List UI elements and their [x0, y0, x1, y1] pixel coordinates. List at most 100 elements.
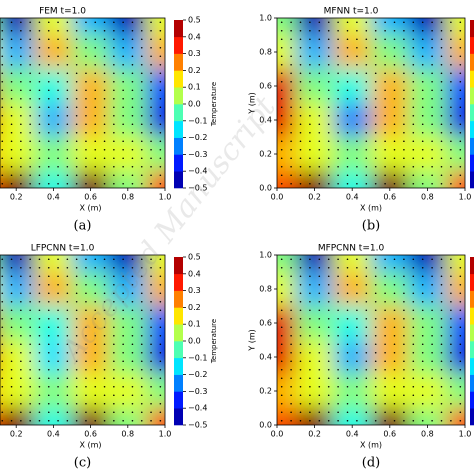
quiver-dot	[85, 360, 87, 363]
field-cell	[371, 18, 409, 35]
field-cell	[446, 103, 465, 137]
quiver-dot	[309, 411, 311, 414]
quiver-dot	[94, 63, 97, 66]
quiver-dot	[103, 131, 106, 134]
quiver-dot	[290, 55, 292, 58]
quiver-dot	[159, 394, 162, 397]
quiver-dot	[459, 38, 462, 41]
quiver-dot	[47, 182, 50, 185]
quiver-dot	[450, 300, 452, 303]
quiver-dot	[280, 385, 283, 388]
quiver-dot	[122, 38, 124, 41]
quiver-dot	[450, 80, 452, 83]
quiver-dot	[10, 283, 13, 286]
quiver-dot	[159, 317, 162, 320]
quiver-dot	[299, 266, 302, 269]
quiver-dot	[299, 165, 302, 168]
quiver-dot	[75, 326, 78, 329]
x-tick-label: 0.6	[383, 430, 396, 439]
colorbar-band	[174, 70, 183, 88]
x-tick-label: 0.8	[421, 193, 434, 202]
quiver-dot	[122, 266, 124, 269]
quiver-dot	[103, 140, 106, 143]
x-tick-label: 0.0	[271, 430, 284, 439]
quiver-dot	[290, 114, 292, 117]
quiver-dot	[1, 266, 4, 269]
quiver-dot	[85, 174, 87, 177]
quiver-dot	[337, 123, 339, 126]
quiver-dot	[150, 148, 152, 151]
quiver-dot	[57, 80, 59, 83]
quiver-dot	[421, 29, 424, 32]
quiver-dot	[159, 174, 162, 177]
panel-title: FEM t=1.0	[39, 7, 86, 17]
quiver-dot	[365, 38, 368, 41]
quiver-dot	[150, 140, 152, 143]
quiver-dot	[299, 38, 302, 41]
quiver-dot	[403, 275, 405, 278]
quiver-dot	[421, 266, 424, 269]
quiver-dot	[57, 106, 59, 109]
quiver-dot	[393, 80, 396, 83]
field-cell	[277, 137, 296, 171]
quiver-dot	[140, 97, 143, 100]
x-tick-label: 1.0	[459, 193, 472, 202]
quiver-dot	[403, 394, 405, 397]
quiver-dot	[280, 283, 283, 286]
field-cell	[0, 35, 35, 69]
quiver-dot	[1, 334, 4, 337]
quiver-dot	[290, 258, 292, 261]
quiver-dot	[365, 165, 368, 168]
quiver-dot	[66, 114, 69, 117]
quiver-dot	[280, 157, 283, 160]
quiver-dot	[57, 343, 59, 346]
quiver-dot	[57, 360, 59, 363]
quiver-dot	[459, 72, 462, 75]
quiver-dot	[318, 38, 321, 41]
quiver-dot	[393, 292, 396, 295]
quiver-dot	[346, 402, 349, 405]
quiver-dot	[113, 368, 115, 371]
quiver-dot	[20, 157, 22, 160]
quiver-dot	[337, 140, 339, 143]
quiver-dot	[131, 292, 134, 295]
quiver-dot	[57, 292, 59, 295]
quiver-dot	[113, 334, 115, 337]
field-cell	[408, 306, 447, 340]
quiver-dot	[131, 46, 134, 49]
field-cell	[333, 408, 371, 425]
quiver-dot	[150, 300, 152, 303]
quiver-dot	[356, 368, 358, 371]
quiver-dot	[113, 174, 115, 177]
quiver-dot	[94, 394, 97, 397]
quiver-dot	[337, 38, 339, 41]
quiver-dot	[38, 123, 41, 126]
quiver-dot	[309, 131, 311, 134]
quiver-dot	[346, 394, 349, 397]
quiver-dot	[309, 283, 311, 286]
quiver-dot	[431, 292, 433, 295]
quiver-dot	[10, 140, 13, 143]
quiver-dot	[412, 106, 415, 109]
x-tick-label: 0.4	[47, 193, 60, 202]
x-tick-label: 0.2	[10, 430, 23, 439]
colorbar-band	[470, 357, 474, 375]
quiver-dot	[150, 326, 152, 329]
quiver-dot	[365, 182, 368, 185]
quiver-dot	[403, 266, 405, 269]
colorbar-tick-label: 0.3	[188, 49, 201, 58]
quiver-dot	[290, 123, 292, 126]
quiver-dot	[356, 394, 358, 397]
quiver-dot	[1, 182, 4, 185]
quiver-dot	[318, 334, 321, 337]
field-cell	[408, 137, 447, 171]
field-cell	[333, 18, 371, 35]
field-cell	[295, 18, 334, 35]
quiver-dot	[309, 351, 311, 354]
quiver-dot	[94, 106, 97, 109]
quiver-dot	[403, 343, 405, 346]
quiver-dot	[412, 165, 415, 168]
quiver-dot	[421, 148, 424, 151]
quiver-dot	[421, 46, 424, 49]
quiver-dot	[75, 385, 78, 388]
